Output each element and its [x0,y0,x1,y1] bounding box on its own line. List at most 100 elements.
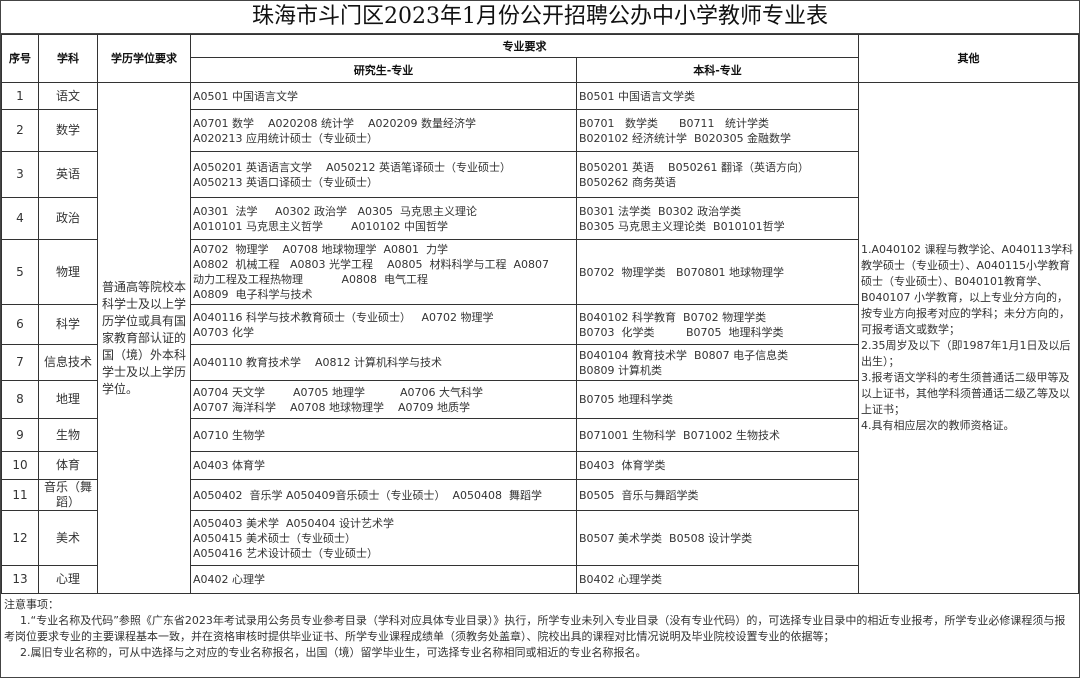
graduate-major-line: A050403 美术学 A050404 设计艺术学 [193,516,395,530]
row-subject: 信息技术 [38,344,98,381]
notes: 注意事项： 1.“专业名称及代码”参照《广东省2023年考试录用公务员专业参考目… [1,594,1079,664]
undergrad-major-line: B0701 数学类 B0711 统计学类 [579,116,770,130]
undergrad-majors: B050201 英语 B050261 翻译（英语方向） B050262 商务英语 [576,151,859,198]
undergrad-major-line: B0703 化学类 B0705 地理科学类 [579,325,784,339]
graduate-major-line: A0403 体育学 [193,459,266,472]
undergrad-major-line: B071001 生物科学 B071002 生物技术 [579,428,781,442]
graduate-majors: A0403 体育学 [190,451,577,480]
undergrad-majors: B0403 体育学类 [576,451,859,480]
row-subject: 英语 [38,151,98,198]
other-requirement-item: 3.报考语文学科的考生须普通话二级甲等及以上证书，其他学科须普通话二级乙等及以上… [861,371,1070,416]
header-major-requirement: 专业要求 [190,34,859,58]
table-row: 13 心理 A0402 心理学 B0402 心理学类 [1,565,1079,594]
graduate-majors: A0710 生物学 [190,418,577,452]
undergrad-majors: B0402 心理学类 [576,565,859,594]
undergrad-majors: B0505 音乐与舞蹈学类 [576,479,859,511]
undergrad-majors: B0705 地理科学类 [576,380,859,419]
graduate-major-line: A040116 科学与技术教育硕士（专业硕士） A0702 物理学 [193,310,494,324]
undergrad-major-line: B0501 中国语言文学类 [579,89,696,103]
graduate-majors: A040116 科学与技术教育硕士（专业硕士） A0702 物理学 A0703 化… [190,304,577,345]
graduate-major-line: A010101 马克思主义哲学 A010102 中国哲学 [193,219,448,233]
undergrad-major-line: B040102 科学教育 B0702 物理学类 [579,310,767,324]
notes-heading: 注意事项： [4,598,59,611]
header-other: 其他 [858,34,1079,83]
other-requirement-item: 1.A040102 课程与教学论、A040113学科教学硕士（专业硕士）、A04… [861,243,1074,336]
graduate-major-line: A0703 化学 [193,325,255,339]
undergrad-major-line: B0809 计算机类 [579,363,663,377]
table-row: 3 英语 A050201 英语语言文学 A050212 英语笔译硕士（专业硕士） A0… [1,151,1079,198]
graduate-major-line: A0710 生物学 [193,428,266,442]
graduate-major-line: A0301 法学 A0302 政治学 A0305 马克思主义理论 [193,204,478,218]
table-row: 9 生物 A0710 生物学 B071001 生物科学 B071002 生物技术 [1,418,1079,452]
row-subject: 美术 [38,510,98,566]
undergrad-major-line: B0702 物理学类 B070801 地球物理学 [579,265,785,279]
graduate-majors: A0301 法学 A0302 政治学 A0305 马克思主义理论 A010101 … [190,197,577,240]
row-subject: 体育 [38,451,98,480]
graduate-majors: A040110 教育技术学 A0812 计算机科学与技术 [190,344,577,381]
row-number: 3 [1,151,39,198]
row-number: 4 [1,197,39,240]
graduate-major-line: A0704 天文学 A0705 地理学 A0706 大气科学 [193,385,483,399]
graduate-majors: A0402 心理学 [190,565,577,594]
table-row: 8 地理 A0704 天文学 A0705 地理学 A0706 大气科学 A0707 海… [1,380,1079,419]
note-1: 1.“专业名称及代码”参照《广东省2023年考试录用公务员专业参考目录（学科对应… [4,614,1066,643]
row-number: 12 [1,510,39,566]
other-requirement-item: 2.35周岁及以下（即1987年1月1日及以后出生）； [861,339,1071,368]
graduate-majors: A0501 中国语言文学 [190,82,577,110]
graduate-major-line: A0702 物理学 A0708 地球物理学 A0801 力学 [193,243,449,256]
undergrad-majors: B0702 物理学类 B070801 地球物理学 [576,239,859,305]
graduate-majors: A0702 物理学 A0708 地球物理学 A0801 力学 A0802 机械工程… [190,239,577,305]
major-table: 序号 学科 学历学位要求 专业要求 其他 研究生-专业 本科-专业 1 语文 普通高… [1,34,1079,594]
graduate-majors: A050201 英语语言文学 A050212 英语笔译硕士（专业硕士） A0502… [190,151,577,198]
row-subject: 政治 [38,197,98,240]
undergrad-major-line: B050262 商务英语 [579,175,677,189]
graduate-major-line: A0501 中国语言文学 [193,89,299,103]
undergrad-major-line: B0301 法学类 B0302 政治学类 [579,204,742,218]
page-title: 珠海市斗门区2023年1月份公开招聘公办中小学教师专业表 [1,1,1079,34]
undergrad-major-line: B040104 教育技术学 B0807 电子信息类 [579,348,789,362]
graduate-major-line: A0809 电子科学与技术 [193,288,313,301]
graduate-majors: A050403 美术学 A050404 设计艺术学 A050415 美术硕士（专业… [190,510,577,566]
undergrad-majors: B0507 美术学类 B0508 设计学类 [576,510,859,566]
row-subject: 音乐（舞蹈） [38,479,98,511]
undergrad-majors: B071001 生物科学 B071002 生物技术 [576,418,859,452]
undergrad-majors: B0501 中国语言文学类 [576,82,859,110]
graduate-majors: A0701 数学 A020208 统计学 A020209 数量经济学 A02021… [190,109,577,152]
row-subject: 数学 [38,109,98,152]
header-subject: 学科 [38,34,98,83]
graduate-major-line: A0707 海洋科学 A0708 地球物理学 A0709 地质学 [193,400,471,414]
row-number: 5 [1,239,39,305]
graduate-major-line: A050201 英语语言文学 A050212 英语笔译硕士（专业硕士） [193,160,512,174]
row-subject: 语文 [38,82,98,110]
undergrad-majors: B0701 数学类 B0711 统计学类 B020102 经济统计学 B02030… [576,109,859,152]
table-row: 1 语文 普通高等院校本科学士及以上学历学位或具有国家教育部认证的国（境）外本科学士… [1,82,1079,594]
undergrad-majors: B0301 法学类 B0302 政治学类 B0305 马克思主义理论类 B0101… [576,197,859,240]
graduate-major-line: A0802 机械工程 A0803 光学工程 A0805 材料科学与工程 A080… [193,258,550,271]
row-number: 8 [1,380,39,419]
row-number: 9 [1,418,39,452]
row-number: 10 [1,451,39,480]
graduate-major-line: A050415 美术硕士（专业硕士） [193,531,357,545]
graduate-major-line: A040110 教育技术学 A0812 计算机科学与技术 [193,356,443,369]
row-number: 2 [1,109,39,152]
graduate-major-line: A0701 数学 A020208 统计学 A020209 数量经济学 [193,116,477,130]
header-education: 学历学位要求 [97,34,191,83]
undergrad-major-line: B0402 心理学类 [579,573,663,586]
table-row: 2 数学 A0701 数学 A020208 统计学 A020209 数量经济学 A02… [1,109,1079,152]
row-subject: 心理 [38,565,98,594]
row-subject: 科学 [38,304,98,345]
note-2: 2.属旧专业名称的，可从中选择与之对应的专业名称报名，出国（境）留学毕业生，可选… [20,646,647,659]
undergrad-major-line: B020102 经济统计学 B020305 金融数学 [579,131,792,145]
table-row: 11 音乐（舞蹈） A050402 音乐学 A050409音乐硕士（专业硕士） A0… [1,479,1079,511]
row-subject: 物理 [38,239,98,305]
graduate-major-line: 动力工程及工程热物理 A0808 电气工程 [193,273,428,286]
row-number: 1 [1,82,39,110]
table-row: 5 物理 A0702 物理学 A0708 地球物理学 A0801 力学 A0802 机… [1,239,1079,305]
graduate-major-line: A0402 心理学 [193,573,266,586]
row-number: 6 [1,304,39,345]
row-number: 11 [1,479,39,511]
graduate-major-line: A050213 英语口译硕士（专业硕士） [193,175,379,189]
undergrad-major-line: B0403 体育学类 [579,459,666,472]
header-graduate: 研究生-专业 [190,57,577,83]
